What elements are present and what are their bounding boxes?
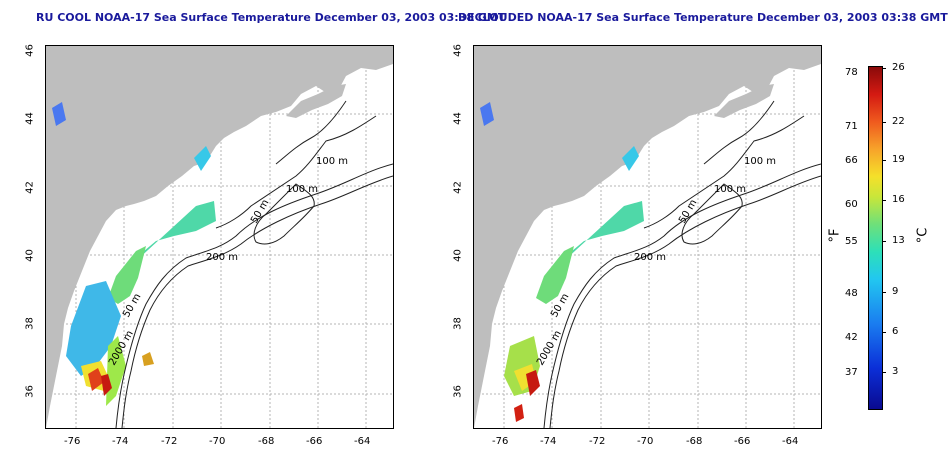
y-tick-label: 42 (452, 181, 464, 194)
y-tick-label: 38 (452, 317, 464, 330)
y-tick-label: 40 (452, 249, 464, 262)
colorbar-f-tick: 42 (845, 332, 858, 343)
map-title-right: DECLOUDED NOAA-17 Sea Surface Temperatur… (458, 11, 948, 24)
x-tick-label: -68 (258, 436, 275, 447)
y-tick-label: 46 (452, 44, 464, 57)
nova-scotia (286, 84, 346, 118)
land-mass (474, 46, 821, 428)
celsius-unit-label: °C (915, 227, 931, 244)
y-tick-label: 36 (24, 385, 36, 398)
map-title-left: RU COOL NOAA-17 Sea Surface Temperature … (36, 11, 506, 24)
colorbar-f-tick: 60 (845, 199, 858, 210)
y-tick-label: 44 (24, 112, 36, 125)
x-tick-label: -70 (209, 436, 226, 447)
colorbar-f-tick: 78 (845, 67, 858, 78)
sst-map-declouded-canvas: 100 m 100 m 50 m 200 m 50 m 2000 m (474, 46, 821, 428)
y-tick-label: 42 (24, 181, 36, 194)
colorbar-c-tick: 26 (892, 62, 905, 73)
contour-label: 100 m (744, 156, 776, 167)
y-tick-label: 40 (24, 249, 36, 262)
sst-pixels (480, 102, 644, 422)
contour-label: 200 m (206, 252, 238, 263)
colorbar-c-tick: 3 (892, 366, 899, 377)
y-tick-label: 36 (452, 385, 464, 398)
x-tick-label: -72 (589, 436, 606, 447)
x-tick-label: -66 (734, 436, 751, 447)
x-tick-label: -72 (161, 436, 178, 447)
colorbar-c-tick: 19 (892, 154, 905, 165)
y-tick-label: 44 (452, 112, 464, 125)
sst-map-declouded: 100 m 100 m 50 m 200 m 50 m 2000 m (473, 45, 822, 429)
colorbar-c-tick: 9 (892, 286, 899, 297)
land-mass (46, 46, 393, 428)
temperature-colorbar (868, 66, 883, 410)
x-tick-label: -70 (637, 436, 654, 447)
colorbar-f-tick: 55 (845, 236, 858, 247)
sst-pixels (52, 102, 216, 406)
colorbar-c-tick: 6 (892, 326, 899, 337)
colorbar-c-tick: 16 (892, 194, 905, 205)
contour-label: 100 m (286, 184, 318, 195)
colorbar-c-tick: 22 (892, 116, 905, 127)
isobaths (543, 100, 821, 428)
contour-label: 100 m (316, 156, 348, 167)
sst-map-raw-canvas: 100 m 100 m 50 m 200 m 50 m 2000 m (46, 46, 393, 428)
contour-label: 2000 m (535, 329, 564, 368)
colorbar-c-tick: 13 (892, 235, 905, 246)
colorbar-f-tick: 48 (845, 288, 858, 299)
colorbar-f-tick: 37 (845, 367, 858, 378)
contour-label: 200 m (634, 252, 666, 263)
contour-label: 100 m (714, 184, 746, 195)
y-tick-label: 46 (24, 44, 36, 57)
x-tick-label: -74 (112, 436, 129, 447)
fahrenheit-unit-label: °F (827, 228, 843, 243)
nova-scotia (714, 84, 774, 118)
x-tick-label: -74 (540, 436, 557, 447)
x-tick-label: -76 (64, 436, 81, 447)
y-tick-label: 38 (24, 317, 36, 330)
x-tick-label: -64 (782, 436, 799, 447)
x-tick-label: -64 (354, 436, 371, 447)
colorbar-f-tick: 71 (845, 121, 858, 132)
x-tick-label: -68 (686, 436, 703, 447)
colorbar-f-tick: 66 (845, 155, 858, 166)
x-tick-label: -66 (306, 436, 323, 447)
x-tick-label: -76 (492, 436, 509, 447)
sst-map-raw: 100 m 100 m 50 m 200 m 50 m 2000 m (45, 45, 394, 429)
isobaths (115, 100, 393, 428)
